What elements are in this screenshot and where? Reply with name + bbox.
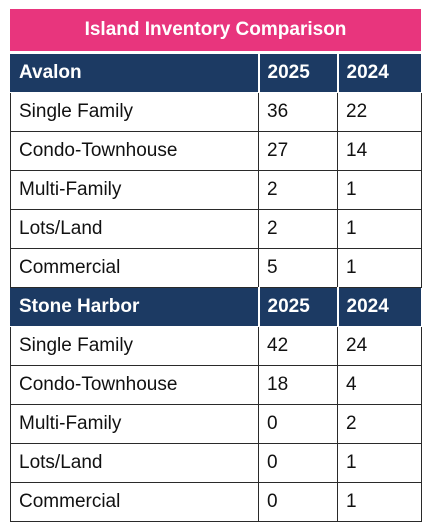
category-cell: Single Family xyxy=(10,92,259,132)
count-cell: 22 xyxy=(337,92,422,132)
category-cell: Condo-Townhouse xyxy=(10,131,259,171)
count-cell: 18 xyxy=(258,365,338,405)
count-cell: 1 xyxy=(337,443,422,483)
count-cell: 42 xyxy=(258,326,338,366)
section-header-row: Avalon 2025 2024 xyxy=(10,53,422,93)
count-cell: 0 xyxy=(258,443,338,483)
count-cell: 4 xyxy=(337,365,422,405)
data-row: Commercial 0 1 xyxy=(10,482,422,522)
count-cell: 1 xyxy=(337,209,422,249)
count-cell: 5 xyxy=(258,248,338,288)
header-cell: 2024 xyxy=(336,287,422,327)
data-row: Condo-Townhouse 27 14 xyxy=(10,131,422,171)
header-cell: 2025 xyxy=(257,53,338,93)
data-row: Single Family 42 24 xyxy=(10,326,422,366)
count-cell: 2 xyxy=(337,404,422,444)
category-cell: Multi-Family xyxy=(10,404,259,444)
header-cell: Avalon xyxy=(10,53,259,93)
header-cell: Stone Harbor xyxy=(10,287,259,327)
inventory-table: Avalon 2025 2024 Single Family 36 22 Condo-Tow… xyxy=(10,53,422,522)
count-cell: 1 xyxy=(337,248,422,288)
section-header-row: Stone Harbor 2025 2024 xyxy=(10,287,422,327)
category-cell: Multi-Family xyxy=(10,170,259,210)
data-row: Single Family 36 22 xyxy=(10,92,422,132)
header-cell: 2024 xyxy=(336,53,422,93)
data-row: Multi-Family 0 2 xyxy=(10,404,422,444)
data-row: Lots/Land 2 1 xyxy=(10,209,422,249)
category-cell: Lots/Land xyxy=(10,443,259,483)
category-cell: Condo-Townhouse xyxy=(10,365,259,405)
count-cell: 24 xyxy=(337,326,422,366)
count-cell: 36 xyxy=(258,92,338,132)
header-cell: 2025 xyxy=(257,287,338,327)
count-cell: 2 xyxy=(258,209,338,249)
category-cell: Commercial xyxy=(10,482,259,522)
data-row: Commercial 5 1 xyxy=(10,248,422,288)
count-cell: 1 xyxy=(337,482,422,522)
count-cell: 27 xyxy=(258,131,338,171)
data-row: Condo-Townhouse 18 4 xyxy=(10,365,422,405)
count-cell: 1 xyxy=(337,170,422,210)
count-cell: 2 xyxy=(258,170,338,210)
data-row: Lots/Land 0 1 xyxy=(10,443,422,483)
category-cell: Commercial xyxy=(10,248,259,288)
data-row: Multi-Family 2 1 xyxy=(10,170,422,210)
count-cell: 14 xyxy=(337,131,422,171)
table-title: Island Inventory Comparison xyxy=(10,9,421,51)
category-cell: Lots/Land xyxy=(10,209,259,249)
category-cell: Single Family xyxy=(10,326,259,366)
count-cell: 0 xyxy=(258,482,338,522)
count-cell: 0 xyxy=(258,404,338,444)
